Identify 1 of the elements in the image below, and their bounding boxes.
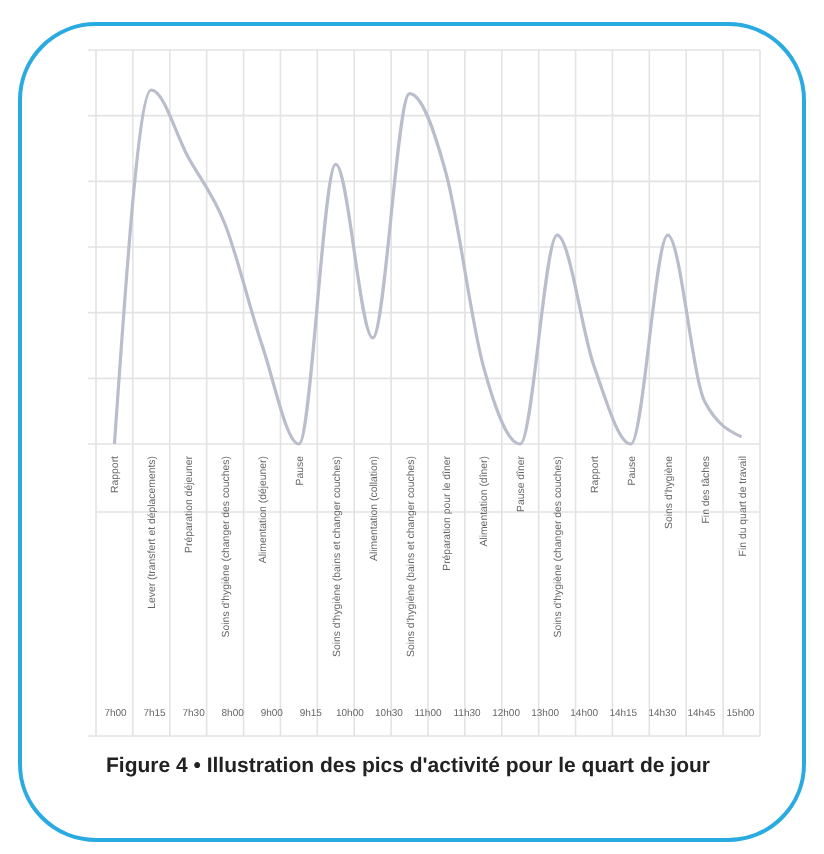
text: Figure 4 • Illustration des pics d'activité pour le quart de jour: [106, 754, 710, 778]
